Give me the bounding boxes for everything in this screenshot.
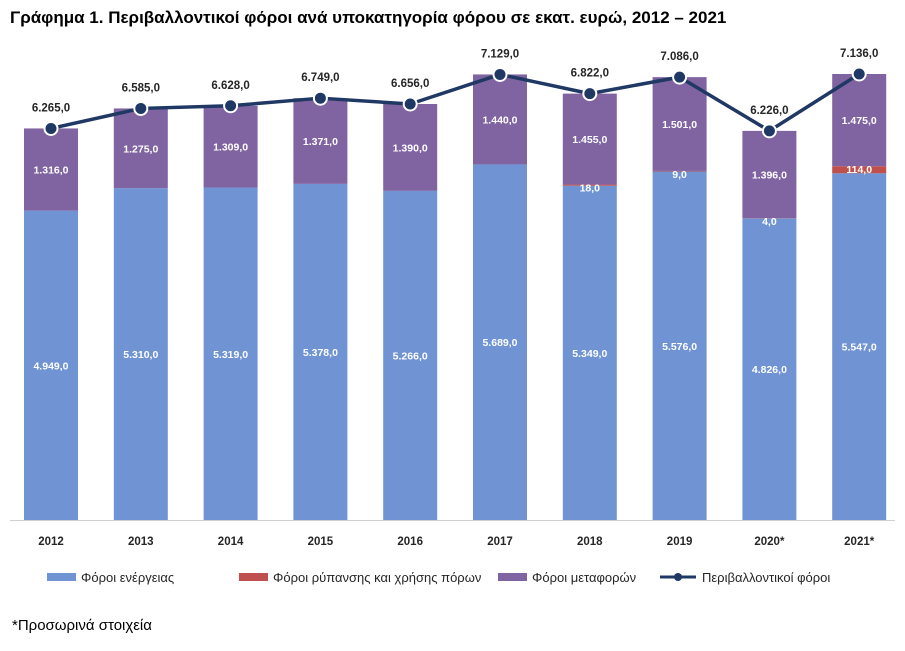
transport-data-label: 1.475,0 <box>842 115 877 127</box>
bar-energy <box>293 183 348 520</box>
bar-energy <box>742 218 797 520</box>
bar-transport <box>473 74 527 165</box>
legend-energy-swatch <box>47 573 76 581</box>
bar-energy <box>652 171 707 520</box>
total-series-line <box>50 72 861 133</box>
legend-energy-label: Φόροι ενέργειας <box>81 570 174 585</box>
transport-data-label: 1.440,0 <box>482 114 517 126</box>
bar-transport <box>742 130 797 219</box>
bar-energy <box>383 190 438 520</box>
total-point <box>582 86 598 102</box>
energy-data-label: 5.378,0 <box>303 347 338 359</box>
transport-data-label: 1.316,0 <box>33 165 68 177</box>
x-tick-label: 2012 <box>38 536 64 548</box>
legend-pollution-swatch <box>239 573 268 581</box>
total-data-label: 7.086,0 <box>660 51 698 63</box>
legend-pollution-label: Φόροι ρύπανσης και χρήσης πόρων <box>273 570 481 585</box>
transport-data-label: 1.390,0 <box>393 142 428 154</box>
bar-transport <box>832 74 887 167</box>
x-tick-label: 2015 <box>308 536 334 548</box>
energy-data-label: 5.319,0 <box>213 349 248 361</box>
total-point <box>43 120 59 136</box>
x-tick-label: 2014 <box>218 536 244 548</box>
bar-transport <box>293 98 348 184</box>
total-point <box>851 66 867 82</box>
x-tick-label: 2020* <box>754 536 785 548</box>
bar-pollution <box>832 166 887 174</box>
x-tick-label: 2018 <box>577 536 603 548</box>
total-data-label: 6.822,0 <box>571 68 609 80</box>
bar-transport <box>652 77 707 171</box>
bars-layer: 4.949,0 1.316,0 5.310,0 1.275,0 5.319,0 1.309… <box>10 74 895 521</box>
total-data-label: 6.656,0 <box>391 78 429 90</box>
transport-data-label: 1.275,0 <box>123 143 158 155</box>
legend-total-swatch-marker <box>674 573 682 581</box>
pollution-data-label: 9,0 <box>672 169 687 181</box>
bar-energy <box>832 173 887 520</box>
energy-data-label: 5.576,0 <box>662 341 697 353</box>
x-tick-label: 2017 <box>487 536 513 548</box>
energy-data-label: 5.310,0 <box>123 349 158 361</box>
total-data-label: 6.226,0 <box>750 105 788 117</box>
pollution-data-label: 18,0 <box>580 183 601 195</box>
bar-transport <box>383 104 438 191</box>
x-axis-ticks: 2012 2013 2014 2015 2016 2017 2018 2019 2020* 202… <box>38 536 875 548</box>
legend-transport-swatch <box>498 573 527 581</box>
total-point <box>492 66 508 82</box>
total-data-label: 6.628,0 <box>211 80 249 92</box>
transport-data-label: 1.455,0 <box>572 134 607 146</box>
total-point <box>402 96 418 112</box>
energy-data-label: 5.689,0 <box>482 337 517 349</box>
bar-pollution <box>652 170 707 172</box>
bar-energy <box>473 164 527 520</box>
energy-data-label: 4.949,0 <box>33 360 68 372</box>
bar-energy <box>113 188 168 520</box>
line-layer: 6.265,0 6.585,0 6.628,0 6.749,0 6.656,0 7.129… <box>32 48 878 139</box>
pollution-data-label: 4,0 <box>762 216 777 228</box>
bar-transport <box>203 105 258 188</box>
bar-energy <box>562 185 617 520</box>
energy-data-label: 5.266,0 <box>393 350 428 362</box>
chart-title: Γράφημα 1. Περιβαλλοντικοί φόροι ανά υπο… <box>10 8 727 27</box>
x-tick-label: 2021* <box>844 536 875 548</box>
total-point <box>312 90 328 106</box>
stacked-bar-line-chart: 4.949,0 1.316,0 5.310,0 1.275,0 5.319,0 1.309… <box>10 48 895 585</box>
bar-transport <box>24 128 78 211</box>
transport-data-label: 1.396,0 <box>752 170 787 182</box>
legend-transport-label: Φόροι μεταφορών <box>532 570 636 585</box>
energy-data-label: 5.547,0 <box>842 342 877 354</box>
total-data-label: 6.749,0 <box>301 72 339 84</box>
x-tick-label: 2013 <box>128 536 154 548</box>
energy-data-label: 5.349,0 <box>572 348 607 360</box>
total-data-label: 7.136,0 <box>840 48 878 60</box>
transport-data-label: 1.309,0 <box>213 142 248 154</box>
x-tick-label: 2019 <box>667 536 693 548</box>
total-data-label: 6.585,0 <box>122 82 160 94</box>
bar-energy <box>24 210 78 520</box>
total-point <box>761 123 777 139</box>
total-point <box>223 98 239 114</box>
legend-total-label: Περιβαλλοντικοί φόροι <box>702 570 830 585</box>
x-tick-label: 2016 <box>397 536 423 548</box>
total-data-label: 7.129,0 <box>481 48 519 60</box>
pollution-data-label: 114,0 <box>846 164 872 176</box>
bar-transport <box>113 108 168 189</box>
total-data-label: 6.265,0 <box>32 102 70 114</box>
bar-transport <box>562 93 617 185</box>
legend: Φόροι ενέργειας Φόροι ρύπανσης και χρήσης… <box>47 570 830 585</box>
total-point <box>133 100 149 116</box>
energy-data-label: 4.826,0 <box>752 364 787 376</box>
footnote: *Προσωρινά στοιχεία <box>12 617 152 634</box>
bar-pollution <box>562 184 617 186</box>
transport-data-label: 1.501,0 <box>662 119 697 131</box>
transport-data-label: 1.371,0 <box>303 136 338 148</box>
total-point <box>672 69 688 85</box>
bar-energy <box>203 187 258 520</box>
